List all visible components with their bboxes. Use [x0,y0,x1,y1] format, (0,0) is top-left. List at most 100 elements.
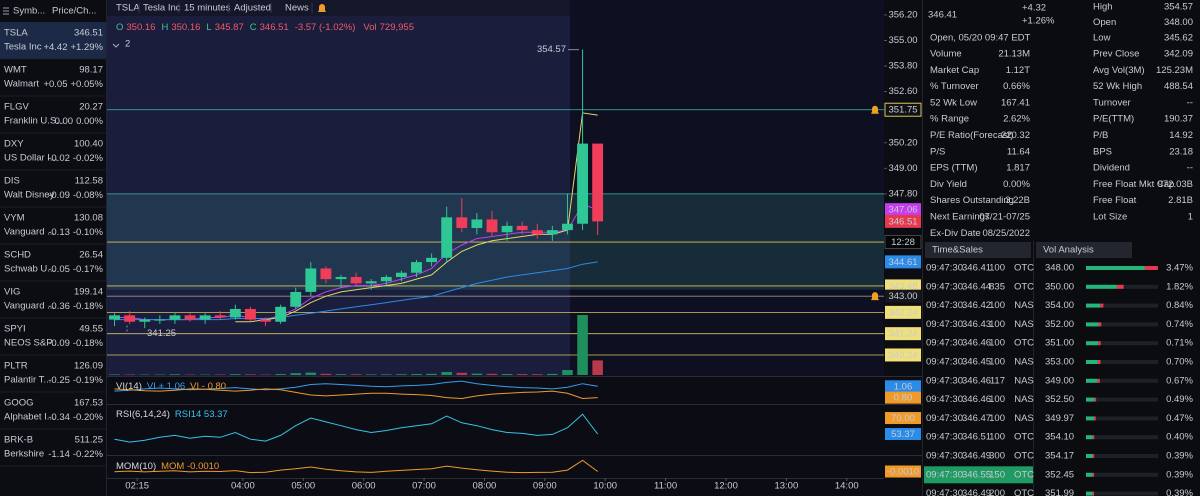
trade-time: 09:47:30 [926,300,963,311]
indicator-tag-label: 70.00 [891,413,915,424]
change-value: -0.34 [48,412,70,423]
symbol: PLTR [4,361,28,372]
trade-price: 346.44 [962,281,991,292]
volume-bar [547,373,558,375]
indicator-bg [107,376,884,496]
indicator-title: MOM(10) [116,461,156,472]
change: +4.42 +1.29% [43,42,103,53]
y-tick-label: 356.20 [888,9,917,20]
candle-body [411,262,422,273]
price: 511.25 [75,435,103,446]
tab[interactable] [1036,242,1132,258]
volume-bar [441,372,452,375]
high-marker: 354.57 [537,44,566,55]
x-tick-label: 02:15 [125,481,149,492]
volume-bar [275,374,286,375]
company-name: US Dollar I... [4,153,58,164]
quote-value: 348.00 [1164,17,1193,28]
trade-time: 09:47:30 [926,281,963,292]
change-value: -0.02 [48,153,70,164]
symbol: FLGV [4,102,29,113]
ohlc-value: 345.87 [215,22,244,33]
indicator-value: MOM -0.0010 [161,461,219,472]
tab-label[interactable]: Vol Analysis [1043,245,1094,256]
candle-body [486,219,498,233]
trade-time: 09:47:30 [926,338,963,349]
ohlc-label: O [116,22,123,33]
stat-value: 11.64 [1007,146,1030,157]
change: +0.05 +0.05% [43,79,103,90]
session-bg [570,0,884,376]
stat-label: % Range [930,114,969,125]
vol-bar-track [1086,303,1158,308]
vol-pct: 0.74% [1166,319,1193,330]
vol-pct: 0.67% [1166,375,1193,386]
change: -0.13 -0.10% [48,227,103,238]
vol-bar-track [1086,491,1158,496]
premarket-bg [107,0,570,376]
volume-bar [456,372,468,375]
trade-size: 150 [989,469,1005,480]
volume-bar [486,373,498,375]
stat-value: -- [1187,163,1193,174]
vol-bar-track [1086,322,1158,327]
symbol: TSLA [4,28,28,39]
stat-value: 167.41 [1001,97,1030,108]
trade-exchange: NAS [1014,357,1034,368]
indicator-tag-label: 1.06 [894,381,913,392]
company-name: Walt Disney [4,190,55,201]
x-tick-label: 11:00 [654,481,677,492]
volume-bar [411,374,422,375]
stat-label: Dividend [1093,163,1130,174]
selected-row [0,22,106,59]
quote-value: 354.57 [1164,2,1193,13]
countdown-box [884,235,922,249]
candle-body [562,223,573,231]
vol-bar-buy [1086,491,1093,496]
tab-label[interactable]: Time&Sales [932,245,983,256]
ohlc-label: C [250,22,257,33]
stat-label: 52 Wk Low [930,97,977,108]
indicator-tag-label: 0.80 [894,393,913,404]
trade-price: 346.46 [962,338,991,349]
change: -0.09 -0.08% [48,190,103,201]
stat-label: EPS (TTM) [930,163,978,174]
indicator-tag [885,380,921,393]
volume-bar [531,374,543,375]
ohlc-value: 350.16 [171,22,200,33]
trade-size: 117 [990,375,1005,386]
countdown: 12:28 [891,237,915,248]
vol-pct: 0.70% [1166,357,1193,368]
vol-price: 354.17 [1045,451,1074,462]
tab[interactable] [925,242,1031,258]
vol-pct: 1.82% [1166,281,1193,292]
trade-exchange: NAS [1014,413,1034,424]
alert-icon [871,292,879,301]
price-tag [885,348,921,362]
vol-bar-buy [1086,472,1093,477]
y-tick-label: 355.00 [888,35,917,46]
indicator-title: VI(14) [116,381,142,392]
vol-bar-buy [1086,322,1099,327]
vol-bar-sell [1097,378,1100,383]
vol-bar-sell [1093,416,1096,421]
stat-label: % Turnover [930,81,979,92]
vol-bar-sell [1100,303,1104,308]
vol-bar-buy [1086,397,1095,402]
indicator-legend: RSI(6,14,24) RSI14 53.37 [116,409,228,420]
stat-value: 07/21-07/25 [979,212,1030,223]
price-tag [885,255,921,269]
candle-body [320,268,332,280]
vol-bar-track [1086,435,1158,440]
vol-pct: 0.39% [1166,451,1193,462]
stat-label: Free Float Mkt Cap [1093,179,1174,190]
candle-body [516,225,528,231]
trade-exchange: OTC [1014,338,1034,349]
company-name: Berkshire [4,449,44,460]
trade-exchange: OTC [1014,263,1034,274]
price: 20.27 [79,102,103,113]
candle-body [184,315,196,320]
vol-price: 354.00 [1045,300,1074,311]
vol-price: 349.00 [1045,375,1074,386]
trade-exchange: NAS [1014,394,1034,405]
